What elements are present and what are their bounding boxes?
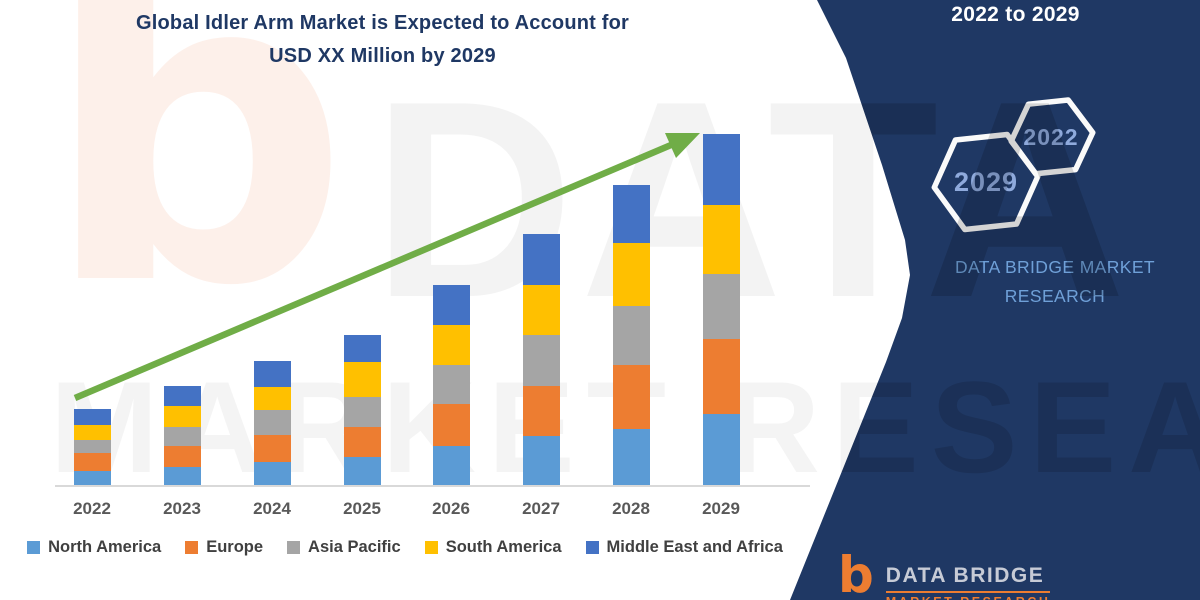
databridge-logo: b DATA BRIDGE MARKET RESEARCH bbox=[838, 546, 1051, 600]
legend-item-south-america: South America bbox=[424, 538, 562, 557]
hexagon-badges: 2022 2029 bbox=[931, 97, 1096, 233]
legend-label-asia-pacific: Asia Pacific bbox=[308, 538, 401, 556]
bar-segment-2023-europe bbox=[163, 446, 201, 467]
x-axis-label-2025: 2025 bbox=[343, 499, 381, 518]
bar-segment-2029-south-america bbox=[702, 205, 740, 274]
x-axis-line bbox=[55, 485, 810, 487]
hexagon-2029 bbox=[931, 131, 1041, 233]
bar-segment-2028-north-america bbox=[612, 429, 650, 486]
bar-segment-2029-middle-east-and-africa bbox=[702, 134, 740, 205]
hexagon-2022-label: 2022 bbox=[1023, 124, 1078, 150]
bar-segment-2027-north-america bbox=[522, 436, 560, 486]
legend-swatch-middle-east-and-africa bbox=[585, 541, 599, 554]
legend-swatch-asia-pacific bbox=[287, 541, 301, 554]
legend-swatch-south-america bbox=[424, 541, 438, 554]
bar-segment-2025-north-america bbox=[343, 457, 381, 486]
bar-segment-2024-europe bbox=[253, 435, 291, 462]
bar-segment-2022-asia-pacific bbox=[73, 440, 111, 453]
chart-title-line2: USD XX Million by 2029 bbox=[269, 45, 496, 67]
bar-segment-2026-north-america bbox=[432, 446, 470, 486]
bar-segment-2029-europe bbox=[702, 339, 740, 414]
forecast-period-label: 2022 to 2029 bbox=[951, 3, 1080, 26]
bar-segment-2022-middle-east-and-africa bbox=[73, 409, 111, 425]
hexagon-2029-label: 2029 bbox=[954, 167, 1018, 197]
bar-segment-2025-europe bbox=[343, 427, 381, 457]
databridge-logo-icon: b bbox=[838, 546, 874, 600]
bar-segment-2023-south-america bbox=[163, 406, 201, 427]
bar-segment-2025-asia-pacific bbox=[343, 397, 381, 427]
chart-title-line1: Global Idler Arm Market is Expected to A… bbox=[135, 12, 630, 34]
legend-label-north-america: North America bbox=[48, 538, 162, 556]
bar-segment-2023-asia-pacific bbox=[163, 427, 201, 446]
legend-label-middle-east-and-africa: Middle East and Africa bbox=[606, 538, 783, 556]
bar-segment-2024-north-america bbox=[253, 462, 291, 486]
legend-item-asia-pacific: Asia Pacific bbox=[287, 538, 401, 557]
brand-text-line2: RESEARCH bbox=[1004, 286, 1106, 306]
x-axis-label-2026: 2026 bbox=[432, 499, 470, 518]
brand-text: DATA BRIDGE MARKET RESEARCH bbox=[905, 253, 1200, 311]
logo-brand-text: DATA BRIDGE bbox=[885, 564, 1045, 587]
bar-2029 bbox=[702, 134, 740, 486]
logo-divider bbox=[885, 591, 1051, 593]
legend-item-europe: Europe bbox=[185, 538, 263, 557]
x-axis-label-2027: 2027 bbox=[522, 499, 560, 518]
chart-legend: North America Europe Asia Pacific South Ame… bbox=[15, 538, 795, 557]
x-axis-label-2028: 2028 bbox=[612, 499, 650, 518]
bar-segment-2023-north-america bbox=[163, 467, 201, 486]
bar-segment-2029-north-america bbox=[702, 414, 740, 486]
bar-segment-2022-europe bbox=[73, 453, 111, 471]
legend-item-north-america: North America bbox=[27, 538, 161, 557]
databridge-logo-text: DATA BRIDGE MARKET RESEARCH bbox=[885, 564, 1051, 600]
bar-2022 bbox=[73, 409, 111, 486]
x-axis-label-2023: 2023 bbox=[163, 499, 201, 518]
chart-title: Global Idler Arm Market is Expected to A… bbox=[60, 7, 705, 73]
brand-text-line1: DATA BRIDGE MARKET bbox=[954, 257, 1156, 277]
legend-item-middle-east-and-africa: Middle East and Africa bbox=[585, 538, 783, 557]
legend-swatch-north-america bbox=[27, 541, 41, 554]
x-axis-label-2024: 2024 bbox=[253, 499, 291, 518]
logo-sub-text: MARKET RESEARCH bbox=[886, 595, 1051, 600]
bar-segment-2022-north-america bbox=[73, 471, 111, 486]
x-axis-label-2029: 2029 bbox=[702, 499, 740, 518]
bar-segment-2029-asia-pacific bbox=[702, 274, 740, 339]
bar-segment-2022-south-america bbox=[73, 425, 111, 440]
bar-segment-2026-europe bbox=[432, 404, 470, 446]
legend-label-europe: Europe bbox=[206, 538, 264, 556]
legend-label-south-america: South America bbox=[445, 538, 562, 556]
legend-swatch-europe bbox=[185, 541, 199, 554]
bar-2023 bbox=[163, 386, 201, 486]
x-axis-label-2022: 2022 bbox=[73, 499, 111, 518]
bar-segment-2024-asia-pacific bbox=[253, 410, 291, 435]
